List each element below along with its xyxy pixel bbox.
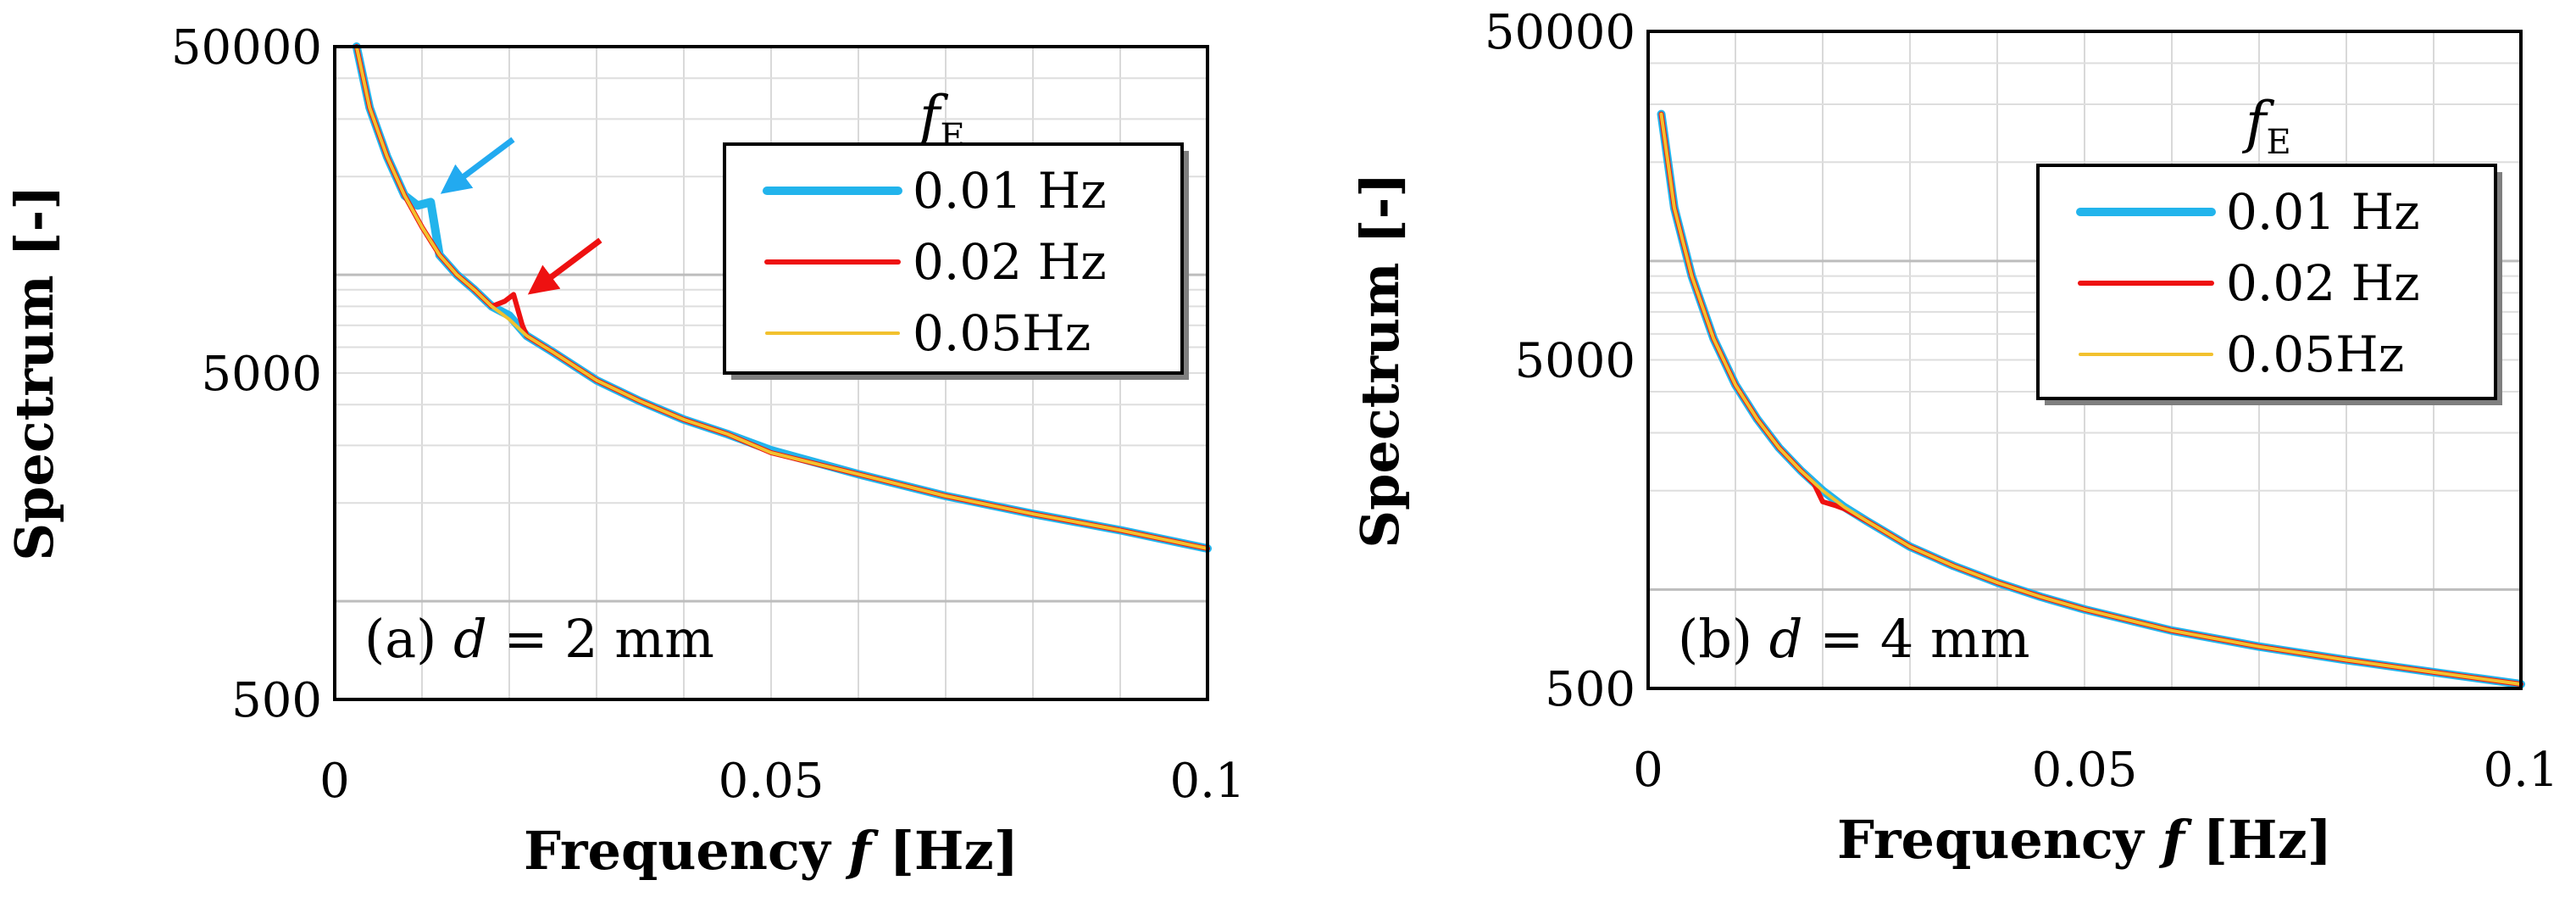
y-tick-label: 500 [1545,662,1635,717]
panel-a-y-axis-label: Spectrum [-] [3,185,65,560]
panel-a-arrows [440,136,602,295]
legend-label-3: 0.05Hz [913,304,1091,362]
legend-label-1: 0.01 Hz [913,162,1107,220]
series-line-3 [354,45,1209,550]
x-tick-label: 0.05 [719,754,824,809]
x-tick-label: 0.1 [1169,754,1245,809]
y-tick-label: 50000 [171,20,322,75]
panel-b-legend: 0.01 Hz 0.02 Hz 0.05Hz [2036,164,2502,405]
annotation-arrow-2 [527,237,602,295]
panel-b-frame [1646,30,2523,690]
panel-b: 0 0.05 0.1 500 5000 50000 Frequency f [Hz] S… [1349,5,2559,871]
x-tick-label: 0.1 [2483,743,2558,798]
series-line-3 [1659,112,2523,686]
x-tick-label: 0.05 [2032,743,2138,798]
panel-b-annotation: (b) d = 4 mm [1678,608,2030,670]
legend-label-2: 0.02 Hz [913,233,1107,291]
panel-a-series-layer [352,42,1212,553]
legend-label-3: 0.05Hz [2226,326,2404,383]
panel-a-legend: 0.01 Hz 0.02 Hz 0.05Hz [723,142,1189,380]
panel-a: 0 0.05 0.1 500 5000 50000 Frequency f [Hz] S… [3,20,1246,882]
panel-b-xticks: 0 0.05 0.1 [1633,743,2558,798]
x-tick-label: 0 [1633,743,1663,798]
panel-b-yticks: 500 5000 50000 [1485,5,1635,717]
legend-label-2: 0.02 Hz [2226,254,2420,312]
x-tick-label: 0 [319,754,350,809]
legend-label-1: 0.01 Hz [2226,183,2420,241]
panel-b-y-axis-label: Spectrum [-] [1349,172,1411,548]
y-tick-label: 50000 [1485,5,1635,60]
panel-a-x-axis-label: Frequency f [Hz] [524,820,1019,882]
panel-a-yticks: 500 5000 50000 [171,20,322,728]
panel-b-legend-title: fE [2241,90,2291,162]
y-tick-label: 5000 [1514,334,1635,389]
panel-a-xticks: 0 0.05 0.1 [319,754,1245,809]
y-tick-label: 500 [231,673,322,728]
panel-b-series-layer [1657,109,2525,688]
panel-b-x-axis-label: Frequency f [Hz] [1837,809,2332,871]
panel-a-annotation: (a) d = 2 mm [364,608,714,670]
annotation-arrow-1 [440,136,515,194]
y-tick-label: 5000 [201,347,322,402]
panel-a-frame [333,45,1209,701]
